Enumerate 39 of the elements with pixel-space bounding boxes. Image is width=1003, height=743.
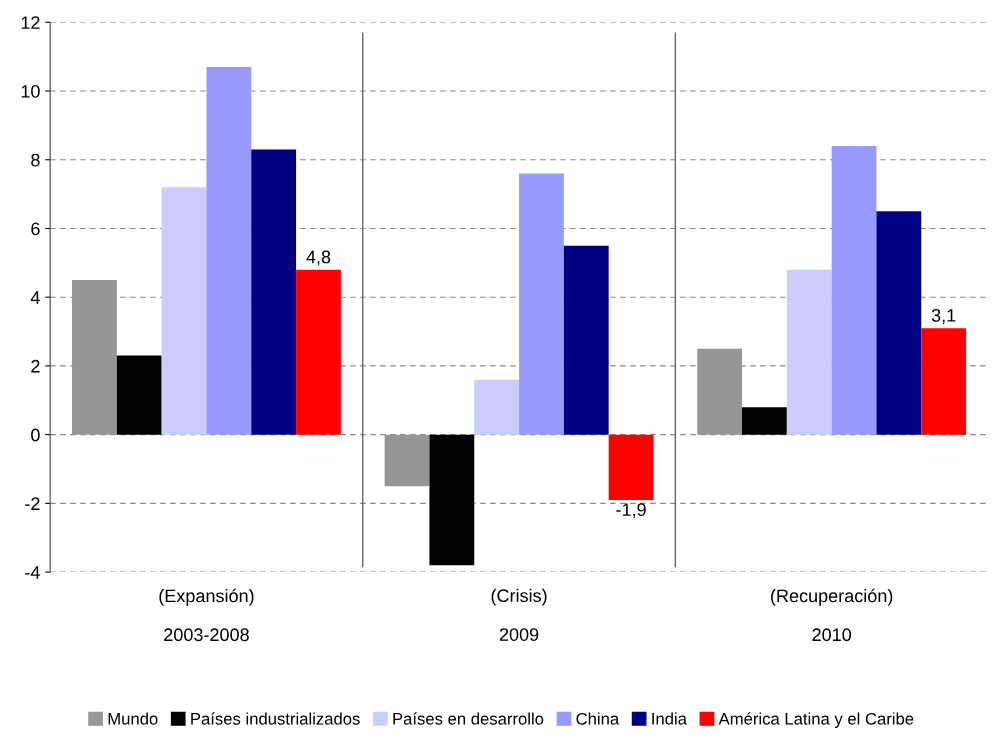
- bar: [161, 187, 207, 435]
- bar: [921, 328, 967, 435]
- bar: [831, 146, 877, 435]
- bar: [72, 280, 117, 435]
- legend-label: India: [652, 712, 687, 725]
- data-label: -1,9: [616, 503, 646, 519]
- legend-label: Países en desarrollo: [393, 712, 544, 725]
- bar: [876, 211, 922, 435]
- bar: [429, 434, 475, 566]
- legend-label: Países industrializados: [191, 712, 360, 725]
- y-tick-label: 0: [31, 428, 40, 442]
- legend-label: China: [576, 712, 620, 725]
- y-tick-label: 10: [21, 84, 40, 98]
- bar: [296, 269, 341, 435]
- bar: [742, 407, 787, 435]
- legend-label: Mundo: [108, 712, 158, 725]
- bar: [116, 355, 162, 435]
- category-label: (Crisis) 2009: [491, 588, 547, 641]
- bar: [608, 434, 654, 500]
- y-tick-label: 12: [21, 16, 40, 29]
- y-tick-label: -2: [25, 497, 40, 510]
- y-tick-label: 6: [31, 222, 40, 236]
- bar: [563, 245, 609, 435]
- data-label: 3,1: [931, 309, 956, 324]
- bar: [697, 348, 743, 435]
- y-tick-label: 8: [31, 153, 40, 167]
- y-tick-label: 4: [30, 291, 40, 304]
- category-label: (Recuperación) 2010: [771, 588, 893, 642]
- bar: [251, 149, 297, 435]
- legend-label: América Latina y el Caribe: [718, 712, 914, 728]
- bar: [384, 434, 430, 487]
- y-tick-label: 2: [31, 359, 40, 373]
- y-tick-label: -4: [25, 566, 40, 579]
- data-label: 4,8: [306, 250, 331, 266]
- bar: [519, 173, 564, 435]
- bar: [206, 66, 252, 435]
- bar: [474, 379, 520, 435]
- bar: [786, 269, 832, 435]
- category-label: (Expansión) 2003-2008: [159, 588, 254, 642]
